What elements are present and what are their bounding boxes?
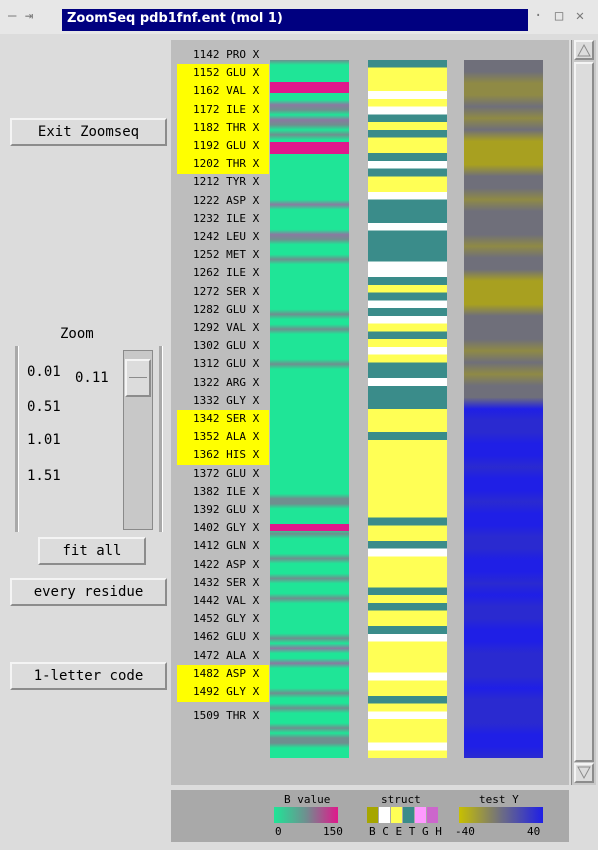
residue-label: 1382 ILE X bbox=[193, 484, 260, 498]
sequence-canvas[interactable]: 1142 PRO X 1152 GLU X 1162 VAL X 1172 ILE X… bbox=[171, 40, 569, 785]
residue-label: 1402 GLY X bbox=[193, 521, 260, 535]
testy-track bbox=[464, 60, 543, 758]
legend-bvalue-gradient bbox=[274, 807, 338, 823]
legend-testy-max: 40 bbox=[527, 825, 541, 838]
zoom-mark: 0.01 bbox=[27, 364, 61, 380]
residue-highlight bbox=[177, 664, 269, 684]
fit-all-button[interactable]: fit all bbox=[38, 537, 146, 565]
residue-label: 1332 GLY X bbox=[193, 393, 260, 407]
residue-highlight bbox=[177, 137, 269, 156]
legend-bvalue-min: 0 bbox=[275, 825, 282, 838]
residue-label: 1232 ILE X bbox=[193, 211, 260, 225]
legend-struct-swatch bbox=[415, 807, 426, 823]
residue-label: 1262 ILE X bbox=[193, 266, 260, 280]
residue-highlight bbox=[177, 446, 269, 466]
residue-label: 1282 GLU X bbox=[193, 302, 260, 316]
residue-label: 1412 GLN X bbox=[193, 539, 260, 553]
zoom-frame-right bbox=[159, 346, 163, 532]
residue-highlight bbox=[177, 410, 269, 429]
residue-label: 1152 GLU X bbox=[193, 66, 260, 80]
zoom-slider-track[interactable] bbox=[123, 350, 153, 530]
residue-label: 1452 GLY X bbox=[193, 612, 260, 626]
one-letter-code-button[interactable]: 1-letter code bbox=[10, 662, 167, 690]
residue-highlight bbox=[177, 155, 269, 174]
zoom-mark: 1.01 bbox=[27, 432, 61, 448]
legend-struct-swatch bbox=[367, 807, 378, 823]
bvalue-high-band bbox=[270, 524, 349, 532]
residue-label: 1272 SER X bbox=[193, 284, 260, 298]
zoom-scale: 0.01 0.11 0.51 1.01 1.51 bbox=[15, 346, 166, 532]
legend-testy-min: -40 bbox=[455, 825, 475, 838]
residue-label: 1352 ALA X bbox=[193, 430, 260, 444]
residue-highlight bbox=[177, 100, 269, 120]
every-residue-button[interactable]: every residue bbox=[10, 578, 167, 606]
bvalue-high-band bbox=[270, 142, 349, 154]
residue-label: 1442 VAL X bbox=[193, 594, 260, 607]
color-legend: B value 0 150 struct B C E T G H test Y … bbox=[171, 790, 569, 842]
window-title-box: ZoomSeq pdb1fnf.ent (mol 1) bbox=[62, 9, 528, 31]
legend-struct-swatch bbox=[391, 807, 402, 823]
residue-label: 1462 GLU X bbox=[193, 630, 260, 644]
zoom-slider-handle[interactable] bbox=[125, 359, 151, 398]
residue-label: 1312 GLU X bbox=[193, 357, 260, 371]
zoom-mark: 1.51 bbox=[27, 468, 61, 484]
struct-track bbox=[368, 60, 447, 758]
zoom-current-value: 0.11 bbox=[75, 370, 109, 386]
legend-bvalue-max: 150 bbox=[323, 825, 343, 838]
residue-highlight bbox=[177, 82, 269, 102]
residue-label: 1472 ALA X bbox=[193, 648, 260, 662]
legend-struct-codes: B C E T G H bbox=[369, 825, 442, 838]
legend-struct-swatches bbox=[367, 807, 439, 823]
legend-struct-swatch bbox=[427, 807, 438, 823]
residue-label: 1302 GLU X bbox=[193, 339, 260, 353]
residue-label: 1322 ARG X bbox=[193, 375, 260, 389]
residue-label: 1482 ASP X bbox=[193, 666, 260, 680]
residue-label: 1362 HIS X bbox=[193, 448, 260, 462]
window-titlebar: — ⇥ ZoomSeq pdb1fnf.ent (mol 1) · □ ✕ bbox=[0, 0, 598, 34]
zoom-mark: 0.51 bbox=[27, 399, 61, 415]
residue-label: 1372 GLU X bbox=[193, 466, 260, 480]
bvalue-high-band bbox=[270, 82, 349, 94]
residue-highlight bbox=[177, 64, 269, 83]
residue-label: 1342 SER X bbox=[193, 412, 260, 425]
residue-label: 1422 ASP X bbox=[193, 557, 260, 571]
residue-highlight bbox=[177, 118, 269, 138]
legend-struct-title: struct bbox=[381, 793, 421, 806]
residue-label: 1432 SER X bbox=[193, 575, 260, 589]
residue-label: 1242 LEU X bbox=[193, 230, 260, 243]
residue-highlight bbox=[177, 683, 269, 702]
exit-zoomseq-button[interactable]: Exit Zoomseq bbox=[10, 118, 167, 146]
scrollbar-thumb[interactable] bbox=[574, 62, 594, 762]
window-title: ZoomSeq pdb1fnf.ent (mol 1) bbox=[67, 11, 283, 26]
residue-label: 1392 GLU X bbox=[193, 503, 260, 516]
residue-labels: 1142 PRO X 1152 GLU X 1162 VAL X 1172 ILE X… bbox=[171, 40, 271, 785]
residue-label: 1222 ASP X bbox=[193, 193, 260, 207]
residue-label: 1182 THR X bbox=[193, 120, 260, 134]
window-menu-pin-icon[interactable]: — ⇥ bbox=[8, 8, 34, 24]
residue-label: 1202 THR X bbox=[193, 157, 260, 171]
zoom-frame-left bbox=[15, 346, 19, 532]
residue-label: 1292 VAL X bbox=[193, 321, 260, 334]
legend-bvalue-title: B value bbox=[284, 793, 331, 806]
legend-testy-gradient bbox=[459, 807, 543, 823]
residue-label: 1142 PRO X bbox=[193, 48, 260, 61]
residue-label: 1172 ILE X bbox=[193, 102, 260, 116]
legend-struct-swatch bbox=[379, 807, 390, 823]
residue-label: 1252 MET X bbox=[193, 248, 260, 262]
residue-label: 1162 VAL X bbox=[193, 84, 260, 98]
bvalue-track bbox=[270, 60, 349, 758]
residue-label: 1192 GLU X bbox=[193, 139, 260, 152]
legend-struct-swatch bbox=[403, 807, 414, 823]
residue-label: 1492 GLY X bbox=[193, 685, 260, 698]
residue-label: 1212 TYR X bbox=[193, 175, 260, 189]
legend-testy-title: test Y bbox=[479, 793, 519, 806]
residue-highlight bbox=[177, 428, 269, 447]
vertical-scrollbar[interactable] bbox=[571, 40, 596, 785]
zoom-label: Zoom bbox=[60, 326, 94, 342]
residue-label: 1509 THR X bbox=[193, 709, 260, 723]
window-controls-icons[interactable]: · □ ✕ bbox=[534, 8, 587, 24]
scroll-down-arrow-icon[interactable] bbox=[574, 763, 594, 783]
scroll-up-arrow-icon[interactable] bbox=[574, 40, 594, 60]
